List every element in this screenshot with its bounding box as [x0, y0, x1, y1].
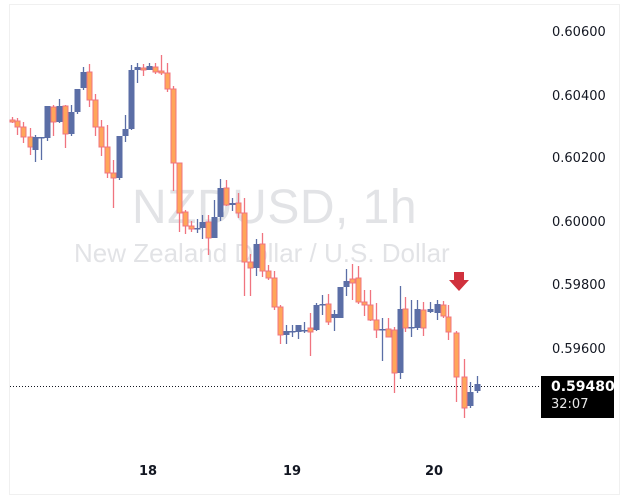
bullish-candle — [38, 137, 45, 160]
bearish-candle — [62, 105, 69, 148]
bearish-candle — [461, 359, 468, 418]
bearish-candle — [92, 94, 99, 136]
last-price: 0.59480 — [551, 379, 615, 395]
bullish-candle — [229, 198, 236, 211]
bearish-candle — [247, 254, 254, 296]
bearish-candle — [50, 105, 57, 136]
last-price-tag: 0.59480 32:07 — [541, 376, 615, 418]
bullish-candle — [301, 322, 308, 333]
down-arrow-icon — [449, 272, 469, 291]
bearish-candle — [86, 64, 93, 107]
bullish-candle — [408, 300, 415, 337]
bullish-candle — [146, 63, 153, 70]
bullish-candle — [474, 376, 481, 393]
bearish-candle — [355, 266, 362, 304]
bearish-candle — [391, 327, 398, 393]
bearish-candle — [14, 118, 21, 135]
bullish-candle — [313, 303, 320, 331]
bearish-candle — [110, 160, 117, 208]
bullish-candle — [68, 105, 75, 136]
bearish-candle — [205, 215, 212, 255]
price-tick: 0.60000 — [552, 215, 606, 230]
bullish-candle — [32, 135, 39, 162]
time-tick: 19 — [282, 464, 302, 479]
bullish-candle — [295, 325, 302, 339]
bearish-candle — [104, 125, 111, 178]
bullish-candle — [122, 115, 129, 142]
chart-frame — [9, 4, 620, 495]
bullish-candle — [211, 200, 218, 238]
bearish-candle — [361, 290, 368, 316]
bearish-candle — [140, 64, 147, 76]
bullish-candle — [80, 67, 87, 90]
bearish-candle — [188, 221, 195, 232]
bullish-candle — [283, 325, 290, 344]
bullish-candle — [427, 302, 434, 313]
bearish-candle — [440, 301, 447, 318]
bearish-candle — [223, 180, 230, 206]
price-tick: 0.59800 — [552, 278, 606, 293]
bullish-candle — [44, 106, 51, 141]
bearish-candle — [367, 290, 374, 321]
bullish-candle — [194, 219, 201, 233]
bullish-candle — [289, 325, 296, 337]
bearish-candle — [152, 63, 159, 74]
price-tick: 0.60600 — [552, 25, 606, 40]
bearish-candle — [98, 120, 105, 156]
bullish-candle — [331, 310, 338, 331]
bullish-candle — [134, 63, 141, 83]
bullish-candle — [116, 136, 123, 180]
bearish-candle — [164, 63, 171, 92]
price-tick: 0.60400 — [552, 89, 606, 104]
bearish-candle — [402, 297, 409, 332]
bullish-candle — [414, 300, 421, 330]
bearish-candle — [259, 233, 266, 277]
bearish-candle — [373, 303, 380, 338]
bullish-candle — [253, 239, 260, 276]
bullish-candle — [467, 382, 474, 408]
bullish-candle — [217, 179, 224, 221]
bullish-candle — [74, 89, 81, 114]
time-tick: 20 — [424, 464, 444, 479]
bearish-candle — [277, 305, 284, 344]
bullish-candle — [379, 318, 386, 361]
bearish-candle — [349, 264, 356, 300]
bullish-candle — [56, 99, 63, 123]
bullish-candle — [128, 65, 135, 130]
time-tick: 18 — [138, 464, 158, 479]
bullish-candle — [434, 300, 441, 320]
bearish-candle — [176, 162, 183, 232]
bearish-candle — [241, 198, 248, 296]
price-tick: 0.60200 — [552, 151, 606, 166]
bar-countdown: 32:07 — [551, 397, 589, 412]
bearish-candle — [265, 265, 272, 280]
bearish-candle — [235, 193, 242, 218]
bearish-candle — [307, 313, 314, 356]
bearish-candle — [420, 302, 427, 336]
bearish-candle — [385, 318, 392, 338]
bullish-candle — [337, 287, 344, 318]
bullish-candle — [397, 286, 404, 379]
bullish-candle — [319, 295, 326, 315]
bearish-candle — [453, 331, 460, 402]
bearish-candle — [445, 305, 452, 340]
bearish-candle — [182, 210, 189, 234]
bearish-candle — [158, 55, 165, 75]
price-tick: 0.59600 — [552, 342, 606, 357]
bullish-candle — [343, 269, 350, 296]
bearish-candle — [9, 117, 16, 123]
bearish-candle — [27, 128, 34, 155]
bearish-candle — [271, 271, 278, 310]
bearish-candle — [325, 294, 332, 325]
bullish-candle — [199, 215, 206, 239]
bearish-candle — [170, 86, 177, 191]
bearish-candle — [20, 122, 27, 143]
